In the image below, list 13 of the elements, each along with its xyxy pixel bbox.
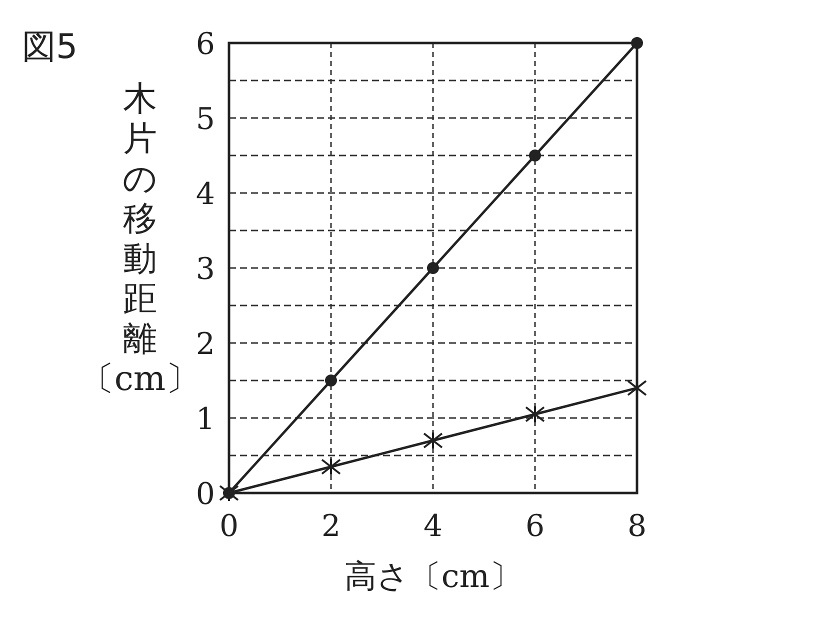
y-tick-label: 5 — [196, 102, 215, 137]
x-tick-label: 4 — [423, 509, 443, 544]
x-tick-label: 0 — [219, 509, 239, 544]
x-tick-label: 2 — [321, 509, 341, 544]
y-tick-label: 1 — [196, 402, 215, 437]
y-tick-label: 2 — [196, 327, 215, 362]
chart-title: 図5 — [22, 27, 78, 67]
x-tick-label: 8 — [627, 509, 647, 544]
y-tick-label: 0 — [196, 477, 215, 512]
y-tick-label: 6 — [196, 27, 215, 62]
x-axis-title: 高さ〔cm〕 — [344, 557, 522, 595]
y-tick-label: 3 — [196, 252, 215, 287]
x-tick-label: 6 — [525, 509, 545, 544]
